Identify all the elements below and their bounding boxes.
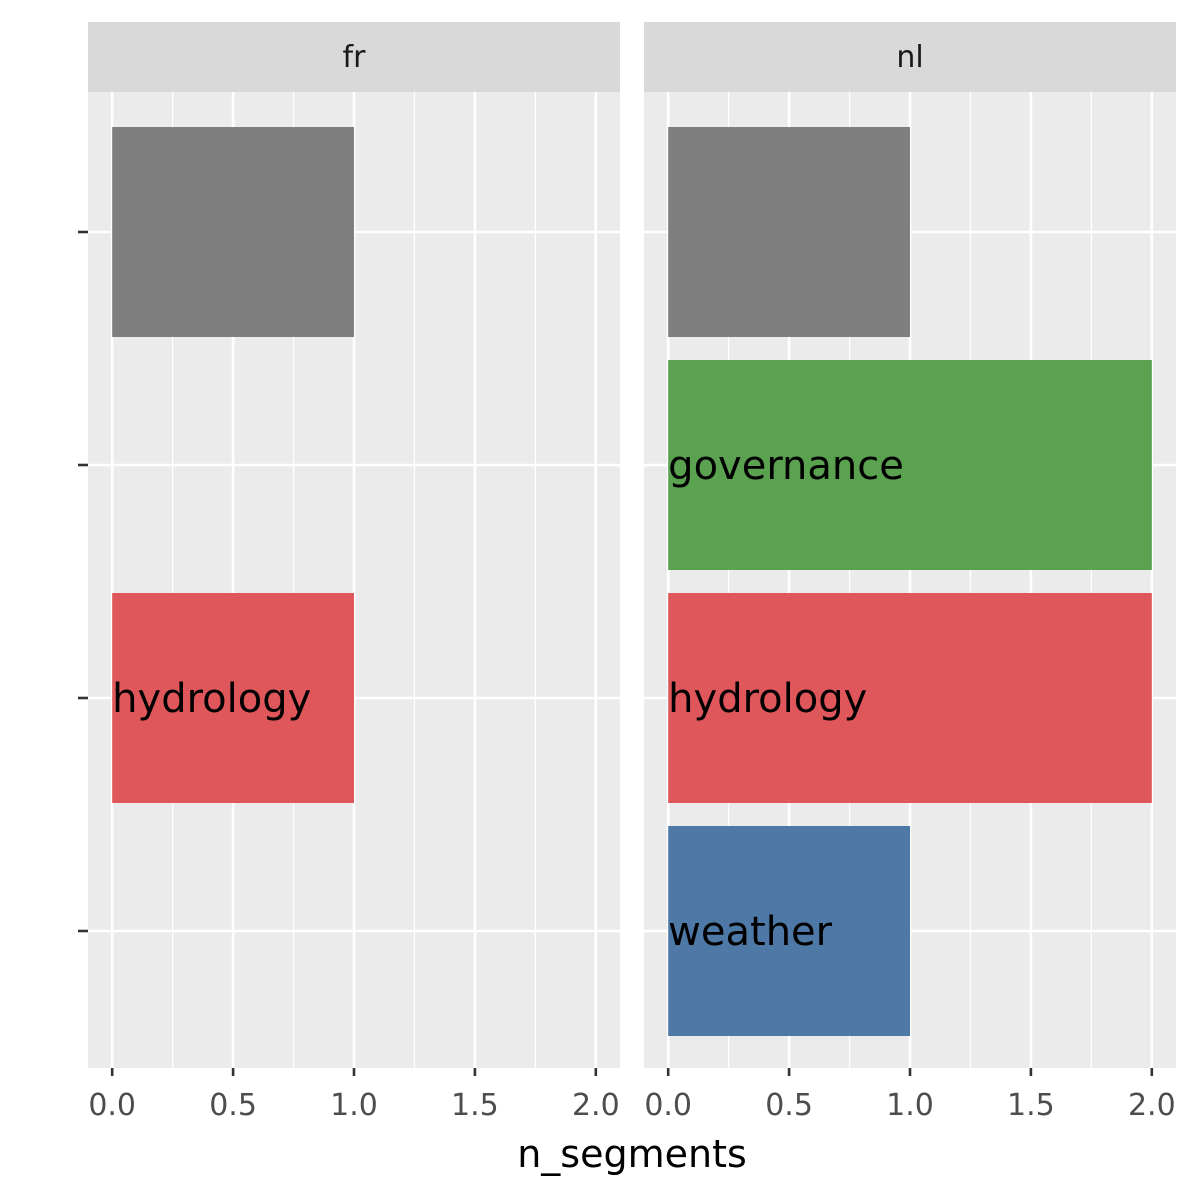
x-tick-label: 1.5: [1007, 1088, 1055, 1123]
x-tick-label: 0.5: [209, 1088, 257, 1123]
x-tick-label: 1.0: [330, 1088, 378, 1123]
facet-fr: fr hydrology 0.0 0.5 1.0 1.5 2.0: [88, 22, 620, 1123]
bar: [668, 127, 910, 337]
x-tick-label: 1.5: [451, 1088, 499, 1123]
x-tick-label: 0.0: [644, 1088, 692, 1123]
bar-label: governance: [668, 443, 904, 489]
bar-label: hydrology: [668, 676, 867, 722]
facet-strip-background: [644, 22, 1176, 92]
facet-strip-background: [88, 22, 620, 92]
bar-label: weather: [668, 909, 832, 955]
bar-label: hydrology: [112, 676, 311, 722]
x-tick-label: 2.0: [572, 1088, 620, 1123]
facet-strip-label: fr: [343, 40, 367, 75]
facet-panels: fr hydrology 0.0 0.5 1.0 1.5 2.0 nl governance hy…: [88, 22, 1176, 1123]
bar: [668, 360, 1152, 570]
facet-nl: nl governance hydrology weather 0.0 0.5 1.0 1.5…: [644, 22, 1176, 1123]
x-tick-label: 0.5: [765, 1088, 813, 1123]
y-axis-ticks: [78, 230, 88, 933]
bar: [668, 826, 910, 1036]
x-axis-title: n_segments: [517, 1132, 747, 1176]
facet-strip-label: nl: [896, 40, 923, 75]
bar: [112, 593, 354, 803]
bar: [668, 593, 1152, 803]
x-tick-label: 2.0: [1128, 1088, 1176, 1123]
x-tick-label: 0.0: [88, 1088, 136, 1123]
bar: [112, 127, 354, 337]
x-tick-label: 1.0: [886, 1088, 934, 1123]
